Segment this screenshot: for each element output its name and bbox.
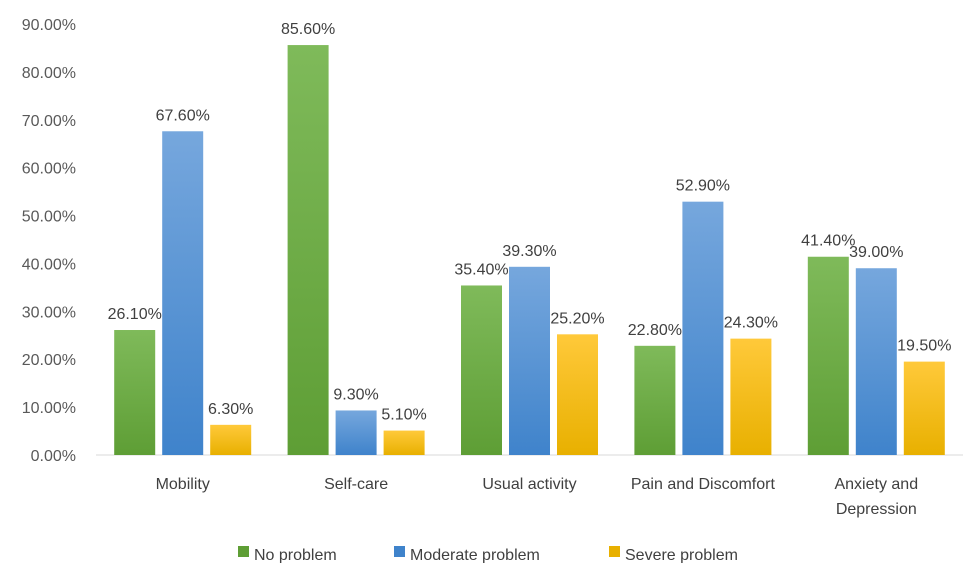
x-axis-categories: Mobility Self-care Usual activity Pain and …: [156, 476, 919, 518]
bars: [114, 45, 945, 456]
legend-swatch: [238, 546, 249, 557]
y-tick-label: 20.00%: [22, 352, 76, 369]
x-category-label: Usual activity: [482, 476, 576, 493]
data-label: 22.80%: [628, 322, 682, 339]
y-tick-label: 40.00%: [22, 256, 76, 273]
data-label: 39.00%: [849, 244, 903, 261]
y-tick-label: 30.00%: [22, 304, 76, 321]
y-tick-label: 50.00%: [22, 209, 76, 226]
bar-no-problem: [287, 45, 329, 456]
bar-moderate-problem: [162, 131, 204, 455]
data-label: 52.90%: [676, 178, 730, 195]
y-tick-label: 90.00%: [22, 17, 76, 34]
bar-no-problem: [634, 345, 676, 455]
legend-label: No problem: [254, 547, 337, 563]
x-category-label: Pain and Discomfort: [631, 476, 776, 493]
data-label: 26.10%: [108, 306, 162, 323]
data-label: 67.60%: [156, 107, 210, 124]
x-category-label: Mobility: [156, 476, 210, 493]
y-tick-label: 60.00%: [22, 161, 76, 178]
legend-swatch: [609, 546, 620, 557]
x-category-label: Anxiety and: [834, 476, 918, 493]
legend: No problem Moderate problem Severe problem: [238, 546, 738, 563]
legend-label: Moderate problem: [410, 547, 540, 563]
y-tick-label: 80.00%: [22, 65, 76, 82]
y-tick-label: 0.00%: [31, 448, 76, 465]
x-category-label: Depression: [836, 501, 917, 518]
bar-severe-problem: [730, 338, 772, 455]
bar-no-problem: [114, 330, 156, 455]
data-label: 24.30%: [724, 315, 778, 332]
bar-moderate-problem: [855, 268, 897, 455]
bar-severe-problem: [903, 361, 945, 455]
y-axis: 0.00% 10.00% 20.00% 30.00% 40.00% 50.00% 60.00…: [22, 17, 76, 465]
bar-no-problem: [461, 285, 502, 455]
data-label: 35.40%: [454, 261, 508, 278]
data-label: 6.30%: [208, 401, 253, 418]
y-tick-label: 70.00%: [22, 113, 76, 130]
data-label: 9.30%: [333, 386, 378, 403]
legend-label: Severe problem: [625, 547, 738, 563]
bar-severe-problem: [383, 430, 425, 455]
bar-no-problem: [807, 256, 849, 455]
data-label: 25.20%: [550, 310, 604, 327]
bar-severe-problem: [557, 334, 598, 455]
bar-severe-problem: [210, 424, 252, 455]
data-labels: 26.10%67.60%6.30%85.60%9.30%5.10%35.40%3…: [108, 21, 952, 424]
data-label: 85.60%: [281, 21, 335, 38]
data-label: 5.10%: [381, 407, 426, 424]
data-label: 19.50%: [897, 338, 951, 355]
bar-moderate-problem: [335, 410, 377, 455]
bar-moderate-problem: [509, 266, 550, 455]
data-label: 41.40%: [801, 233, 855, 250]
legend-swatch: [394, 546, 405, 557]
data-label: 39.30%: [502, 243, 556, 260]
x-category-label: Self-care: [324, 476, 388, 493]
bar-moderate-problem: [682, 201, 724, 455]
y-tick-label: 10.00%: [22, 400, 76, 417]
